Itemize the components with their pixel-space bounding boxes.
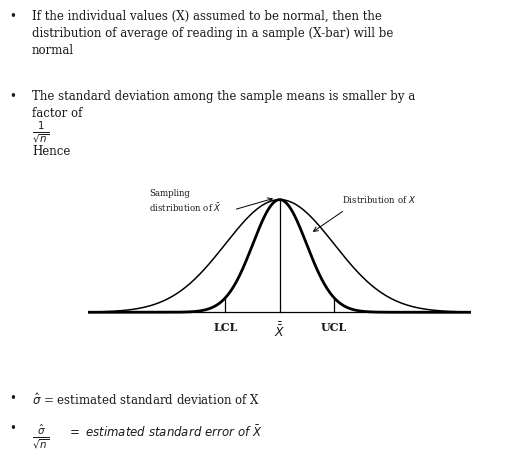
- Text: The standard deviation among the sample means is smaller by a
factor of: The standard deviation among the sample …: [32, 90, 415, 120]
- Text: Hence: Hence: [32, 145, 70, 158]
- Text: •: •: [9, 391, 16, 404]
- Text: LCL: LCL: [213, 321, 238, 333]
- Text: $=$ $\it{estimated\ standard\ error\ of}\ \bar{X}$: $=$ $\it{estimated\ standard\ error\ of}…: [67, 424, 263, 439]
- Text: UCL: UCL: [321, 321, 347, 333]
- Text: If the individual values (X) assumed to be normal, then the
distribution of aver: If the individual values (X) assumed to …: [32, 10, 394, 57]
- Text: •: •: [9, 90, 16, 103]
- Text: Distribution of $X$: Distribution of $X$: [342, 194, 417, 205]
- Text: $\frac{1}{\sqrt{n}}$: $\frac{1}{\sqrt{n}}$: [32, 120, 50, 146]
- Text: $\bar{\bar{X}}$: $\bar{\bar{X}}$: [274, 321, 285, 339]
- Text: $\frac{\hat{\sigma}}{\sqrt{n}}$: $\frac{\hat{\sigma}}{\sqrt{n}}$: [32, 421, 50, 450]
- Text: •: •: [9, 421, 16, 434]
- Text: $\hat{\sigma}$ = estimated standard deviation of X: $\hat{\sigma}$ = estimated standard devi…: [32, 391, 261, 407]
- Text: Sampling
distribution of $\bar{X}$: Sampling distribution of $\bar{X}$: [149, 188, 222, 214]
- Text: •: •: [9, 10, 16, 23]
